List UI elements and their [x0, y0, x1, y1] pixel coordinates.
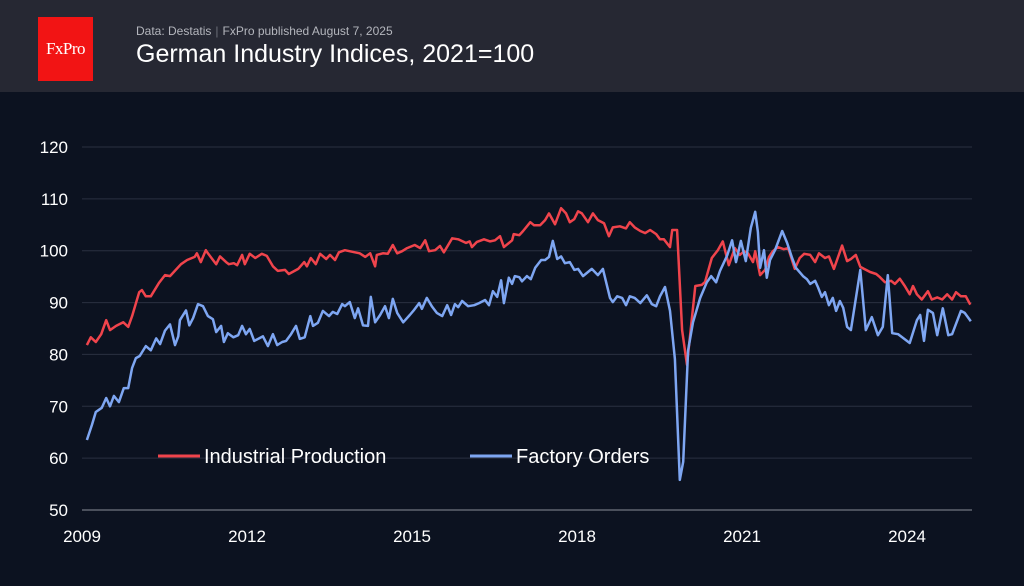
y-tick-label: 90: [49, 294, 68, 313]
y-tick-label: 120: [40, 138, 68, 157]
y-tick-label: 80: [49, 345, 68, 364]
y-tick-label: 50: [49, 501, 68, 520]
series-lines: [85, 206, 972, 482]
fxpro-logo: FxPro: [38, 17, 93, 81]
legend-label-industrial-production: Industrial Production: [204, 446, 386, 468]
y-axis-ticks: 50 60 70 80 90 100 110 120: [40, 138, 68, 520]
x-tick-label: 2012: [228, 527, 266, 546]
gridlines: [82, 146, 972, 511]
x-tick-label: 2009: [63, 527, 101, 546]
y-tick-label: 70: [49, 397, 68, 416]
y-tick-label: 110: [41, 190, 68, 209]
y-tick-label: 60: [49, 449, 68, 468]
chart-title: German Industry Indices, 2021=100: [136, 40, 535, 68]
x-tick-label: 2021: [723, 527, 761, 546]
x-axis-ticks: 2009 2012 2015 2018 2021 2024: [63, 527, 926, 546]
separator: |: [215, 24, 219, 38]
subtitle: Data: Destatis | FxPro published August 7,…: [136, 24, 393, 38]
x-tick-label: 2015: [393, 527, 431, 546]
series-line-industrial-production: [85, 206, 972, 367]
legend: Industrial Production Factory Orders: [158, 446, 649, 468]
data-source: Data: Destatis: [136, 24, 212, 38]
y-tick-label: 100: [40, 242, 68, 261]
x-tick-label: 2024: [888, 527, 926, 546]
legend-label-factory-orders: Factory Orders: [516, 446, 649, 468]
logo-text: FxPro: [45, 39, 86, 58]
x-tick-label: 2018: [558, 527, 596, 546]
published-date: FxPro published August 7, 2025: [222, 24, 393, 38]
header: FxPro Data: Destatis | FxPro published Aug…: [0, 0, 1024, 92]
series-line-factory-orders: [85, 210, 972, 482]
